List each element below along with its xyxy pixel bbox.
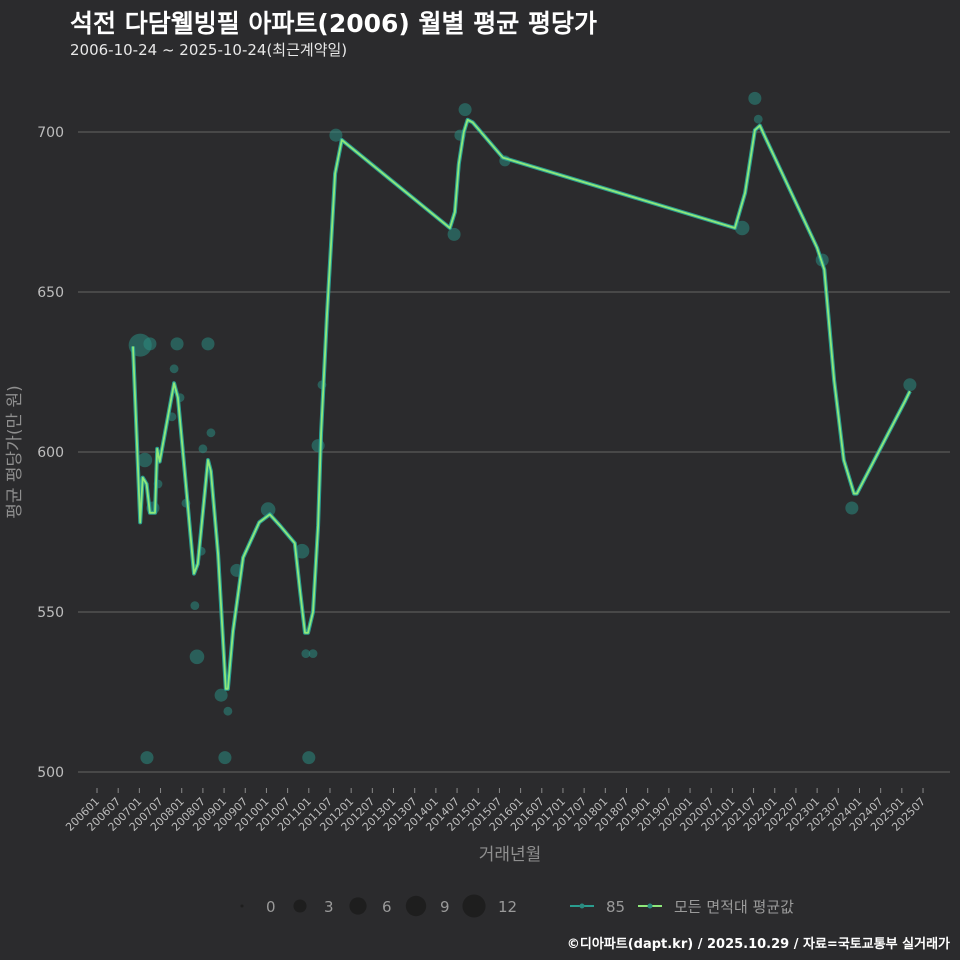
legend-size-circle xyxy=(240,904,244,908)
legend-marker-85 xyxy=(579,903,585,909)
legend-size-label: 0 xyxy=(266,898,276,916)
data-point-85 xyxy=(190,601,200,610)
data-point-85 xyxy=(137,452,153,468)
y-tick-label: 600 xyxy=(37,445,64,461)
data-point-85 xyxy=(214,688,228,702)
legend-size-label: 12 xyxy=(498,898,517,916)
data-point-85 xyxy=(140,751,154,765)
data-point-85 xyxy=(198,444,208,454)
data-point-85 xyxy=(260,502,276,517)
y-tick-label: 550 xyxy=(37,605,64,621)
legend-marker-all xyxy=(647,903,653,909)
data-point-85 xyxy=(169,364,179,374)
data-point-85 xyxy=(170,337,184,351)
data-point-85 xyxy=(734,220,750,236)
data-point-85 xyxy=(302,751,316,765)
data-point-85 xyxy=(308,649,318,658)
legend-size-circle xyxy=(349,897,367,915)
data-point-85 xyxy=(301,649,311,658)
data-point-85 xyxy=(845,501,859,515)
x-axis-label: 거래년월 xyxy=(479,845,542,865)
data-point-85 xyxy=(903,378,917,392)
legend-size-circle xyxy=(293,899,307,913)
chart-title: 석전 다담웰빙필 아파트(2006) 월별 평균 평당가 xyxy=(70,9,597,38)
legend-label-85: 85 xyxy=(606,898,625,916)
data-point-85 xyxy=(447,227,461,241)
y-axis-label: 평균 평당가(만 원) xyxy=(5,385,25,519)
y-tick-label: 700 xyxy=(37,125,64,141)
data-point-85 xyxy=(329,128,343,142)
legend-label-all: 모든 면적대 평균값 xyxy=(674,898,794,916)
legend-size-circle xyxy=(405,895,427,917)
data-point-85 xyxy=(458,103,472,117)
data-point-85 xyxy=(143,337,157,351)
data-point-85 xyxy=(201,337,215,351)
series-line-85 xyxy=(131,117,912,691)
source-credit: ©디아파트(dapt.kr) / 2025.10.29 / 자료=국토교통부 실… xyxy=(566,937,950,952)
legend-size-label: 3 xyxy=(324,898,334,916)
legend-size-circle xyxy=(462,894,486,918)
y-tick-label: 650 xyxy=(37,285,64,301)
legend-size-label: 6 xyxy=(382,898,392,916)
y-tick-label: 500 xyxy=(37,765,64,781)
data-point-85 xyxy=(189,649,205,665)
chart-subtitle: 2006-10-24 ~ 2025-10-24(최근계약일) xyxy=(70,41,348,59)
data-point-85 xyxy=(223,706,233,716)
data-point-85 xyxy=(748,91,762,105)
legend: 0 3 6 9 12 85 모든 면적대 평균값 xyxy=(240,894,794,918)
legend-size-label: 9 xyxy=(440,898,450,916)
data-point-85 xyxy=(218,751,232,765)
series-line-all-average xyxy=(132,118,911,690)
data-point-85 xyxy=(294,543,310,559)
data-point-85 xyxy=(753,114,763,124)
data-point-85 xyxy=(206,428,216,438)
